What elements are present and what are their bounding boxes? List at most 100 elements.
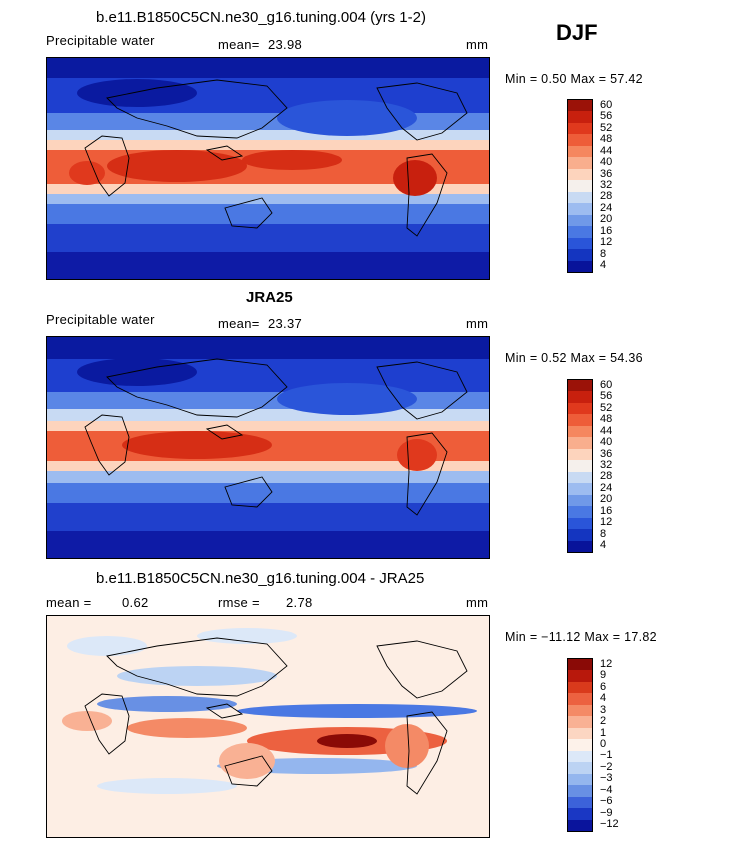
panel-2-colorbar (567, 379, 593, 553)
colorbar-label: 4 (600, 539, 607, 552)
colorbar-label: −6 (600, 795, 613, 808)
panel-1-mean-label: mean= (218, 37, 260, 52)
colorbar-label: 36 (600, 167, 613, 180)
panel-3-units: mm (466, 595, 489, 610)
colorbar-label: 12 (600, 657, 613, 670)
colorbar-swatch (568, 180, 592, 193)
colorbar-label: 8 (600, 247, 607, 260)
panel-1-units: mm (466, 37, 489, 52)
colorbar-swatch (568, 226, 592, 239)
colorbar-label: 20 (600, 213, 613, 226)
colorbar-swatch (568, 693, 592, 706)
colorbar-label: 48 (600, 413, 613, 426)
colorbar-swatch (568, 659, 592, 671)
colorbar-swatch (568, 425, 592, 438)
colorbar-label: 56 (600, 110, 613, 123)
panel-2-minmax: Min = 0.52 Max = 54.36 (505, 351, 643, 365)
colorbar-label: 60 (600, 98, 613, 111)
colorbar-label: 56 (600, 390, 613, 403)
panel-3-rmse-label: rmse = (218, 595, 260, 610)
colorbar-label: 0 (600, 738, 607, 750)
colorbar-label: 52 (600, 121, 613, 134)
colorbar-label: 16 (600, 504, 613, 517)
colorbar-swatch (568, 414, 592, 427)
colorbar-swatch (568, 471, 592, 484)
colorbar-label: −4 (600, 783, 613, 796)
colorbar-label: 48 (600, 133, 613, 146)
colorbar-label: 32 (600, 459, 613, 471)
panel-1-title: b.e11.B1850C5CN.ne30_g16.tuning.004 (yrs… (96, 9, 426, 26)
colorbar-swatch (568, 517, 592, 530)
panel-1-colorbar (567, 99, 593, 273)
colorbar-swatch (568, 540, 592, 553)
colorbar-swatch (568, 716, 592, 729)
colorbar-swatch (568, 681, 592, 694)
colorbar-label: −2 (600, 760, 613, 773)
colorbar-label: 1 (600, 726, 607, 739)
colorbar-swatch (568, 191, 592, 204)
panel-3-colorbar (567, 658, 593, 832)
colorbar-label: 36 (600, 447, 613, 460)
colorbar-label: 12 (600, 516, 613, 529)
colorbar-label: 52 (600, 401, 613, 414)
colorbar-label: −1 (600, 749, 613, 762)
colorbar-label: 4 (600, 259, 607, 272)
colorbar-label: 44 (600, 144, 613, 157)
colorbar-label: 12 (600, 236, 613, 249)
colorbar-swatch (568, 483, 592, 496)
panel-3-mean-label: mean = (46, 595, 92, 610)
colorbar-swatch (568, 203, 592, 216)
panel-2-variable: Precipitable water (46, 312, 155, 327)
colorbar-swatch (568, 249, 592, 262)
colorbar-swatch (568, 437, 592, 450)
colorbar-swatch (568, 506, 592, 519)
colorbar-swatch (568, 402, 592, 415)
colorbar-label: 44 (600, 424, 613, 437)
colorbar-swatch (568, 100, 592, 112)
colorbar-label: 3 (600, 703, 607, 716)
panel-2-title: JRA25 (246, 289, 293, 306)
colorbar-label: 8 (600, 527, 607, 540)
colorbar-swatch (568, 796, 592, 809)
colorbar-swatch (568, 750, 592, 763)
panel-2-map-graphic (47, 337, 489, 558)
colorbar-swatch (568, 122, 592, 135)
panel-1-mean-value: 23.98 (268, 37, 303, 52)
colorbar-swatch (568, 145, 592, 158)
colorbar-label: 40 (600, 436, 613, 449)
colorbar-label: 9 (600, 669, 607, 682)
colorbar-swatch (568, 380, 592, 392)
colorbar-swatch (568, 260, 592, 273)
colorbar-label: 28 (600, 470, 613, 483)
panel-3-map-graphic (47, 616, 489, 837)
colorbar-swatch (568, 785, 592, 798)
colorbar-swatch (568, 762, 592, 775)
panel-2-units: mm (466, 316, 489, 331)
colorbar-label: 4 (600, 692, 607, 705)
colorbar-swatch (568, 727, 592, 740)
colorbar-swatch (568, 529, 592, 542)
colorbar-swatch (568, 111, 592, 124)
colorbar-label: −9 (600, 806, 613, 819)
season-label: DJF (556, 20, 598, 45)
colorbar-label: 6 (600, 680, 607, 693)
panel-1-variable: Precipitable water (46, 33, 155, 48)
colorbar-label: 40 (600, 156, 613, 169)
colorbar-swatch (568, 168, 592, 181)
colorbar-label: −12 (600, 818, 619, 831)
colorbar-swatch (568, 739, 592, 752)
colorbar-swatch (568, 670, 592, 683)
panel-1-map-graphic (47, 58, 489, 279)
panel-3-map (46, 615, 490, 838)
panel-2-map (46, 336, 490, 559)
colorbar-label: 24 (600, 201, 613, 214)
panel-3-rmse-value: 2.78 (286, 595, 313, 610)
colorbar-swatch (568, 773, 592, 786)
colorbar-swatch (568, 157, 592, 170)
colorbar-swatch (568, 134, 592, 147)
panel-3-minmax: Min = −11.12 Max = 17.82 (505, 630, 657, 644)
colorbar-label: 24 (600, 481, 613, 494)
colorbar-swatch (568, 808, 592, 821)
colorbar-label: 2 (600, 715, 607, 728)
colorbar-swatch (568, 819, 592, 832)
